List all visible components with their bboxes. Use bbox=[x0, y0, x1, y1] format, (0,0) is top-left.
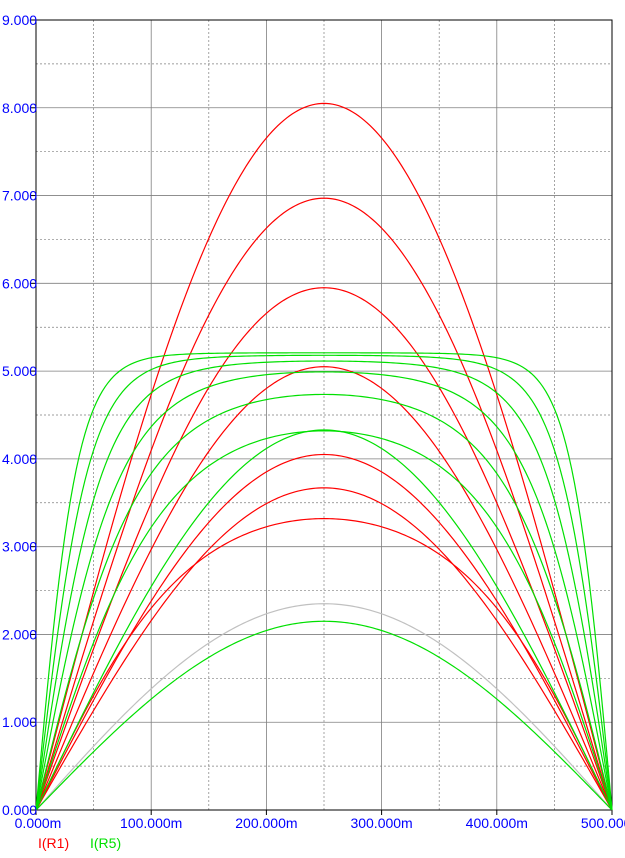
ytick-label: 6.000 bbox=[2, 275, 37, 291]
chart-svg: 0.0001.0002.0003.0004.0005.0006.0007.000… bbox=[0, 0, 625, 858]
xtick-label: 400.000m bbox=[466, 815, 528, 831]
ytick-label: 2.000 bbox=[2, 626, 37, 642]
ytick-label: 3.000 bbox=[2, 539, 37, 555]
chart-container: 0.0001.0002.0003.0004.0005.0006.0007.000… bbox=[0, 0, 625, 858]
xtick-label: 500.000m bbox=[581, 815, 625, 831]
ytick-label: 4.000 bbox=[2, 451, 37, 467]
ytick-label: 8.000 bbox=[2, 100, 37, 116]
ytick-label: 5.000 bbox=[2, 363, 37, 379]
xtick-label: 200.000m bbox=[235, 815, 297, 831]
xtick-label: 300.000m bbox=[350, 815, 412, 831]
ytick-label: 1.000 bbox=[2, 714, 37, 730]
ytick-label: 7.000 bbox=[2, 188, 37, 204]
xtick-label: 100.000m bbox=[120, 815, 182, 831]
ytick-label: 9.000 bbox=[2, 12, 37, 28]
legend-label: I(R5) bbox=[90, 835, 121, 851]
legend-label: I(R1) bbox=[38, 835, 69, 851]
xtick-label: 0.000m bbox=[15, 815, 62, 831]
